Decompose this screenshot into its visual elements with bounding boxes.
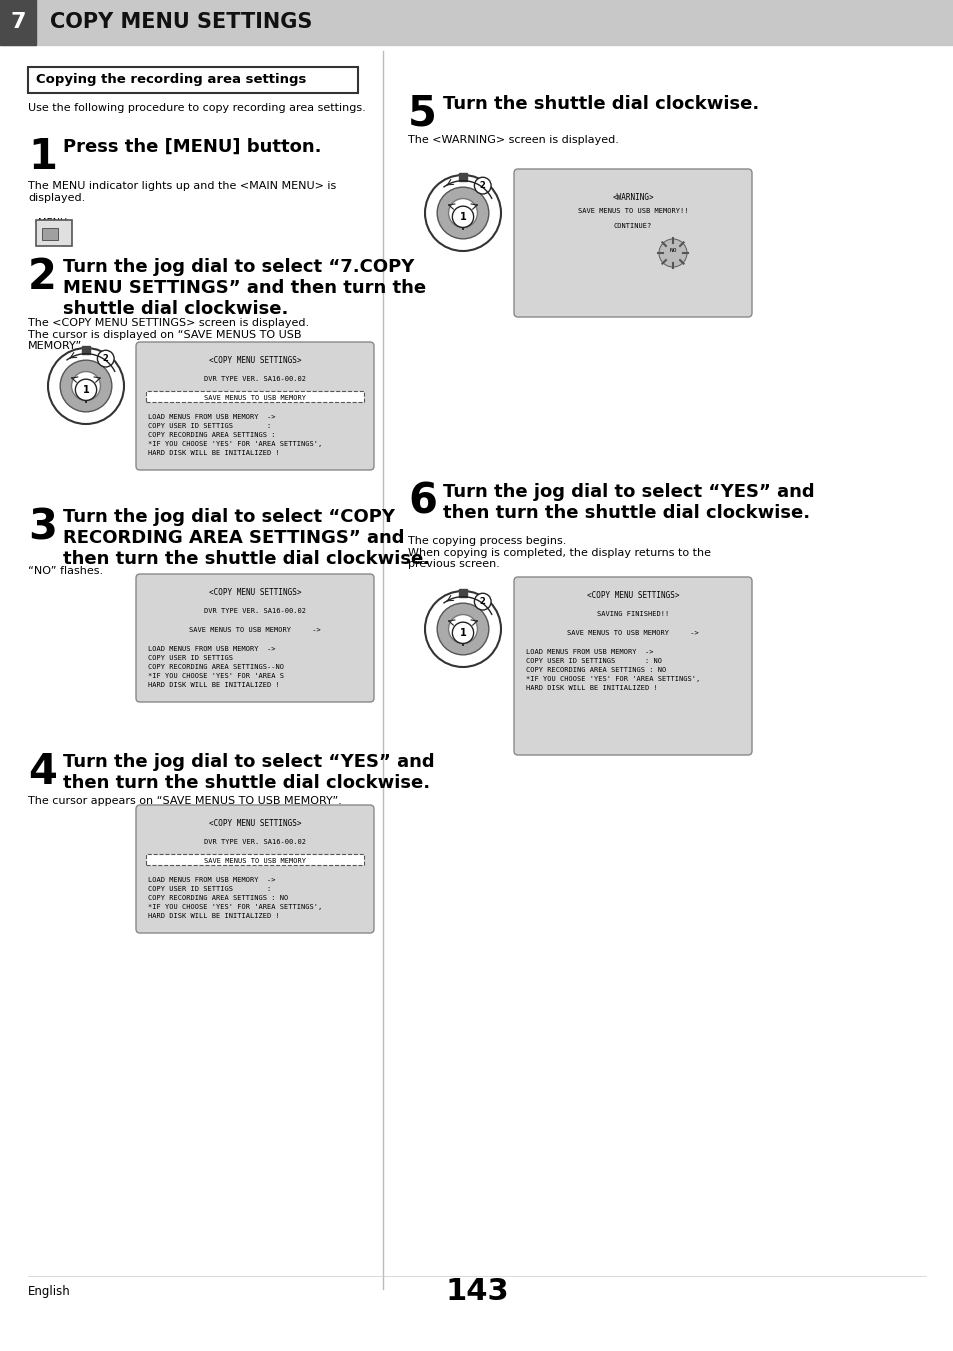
Text: Press the [MENU] button.: Press the [MENU] button.: [63, 138, 321, 155]
Circle shape: [452, 623, 473, 643]
Circle shape: [48, 349, 124, 424]
Text: 2: 2: [28, 255, 57, 299]
Bar: [146, 854, 364, 865]
Text: <WARNING>: <WARNING>: [612, 193, 653, 203]
Text: Turn the jog dial to select “YES” and
then turn the shuttle dial clockwise.: Turn the jog dial to select “YES” and th…: [442, 484, 814, 521]
Circle shape: [75, 380, 96, 400]
Text: 2: 2: [479, 181, 485, 190]
Text: Turn the jog dial to select “7.COPY
MENU SETTINGS” and then turn the
shuttle dia: Turn the jog dial to select “7.COPY MENU…: [63, 258, 426, 317]
Text: COPY MENU SETTINGS: COPY MENU SETTINGS: [50, 12, 312, 32]
Text: LOAD MENUS FROM USB MEMORY  ->: LOAD MENUS FROM USB MEMORY ->: [148, 877, 275, 884]
Text: SAVING FINISHED!!: SAVING FINISHED!!: [597, 611, 668, 617]
Text: LOAD MENUS FROM USB MEMORY  ->: LOAD MENUS FROM USB MEMORY ->: [148, 413, 275, 420]
Text: HARD DISK WILL BE INITIALIZED !: HARD DISK WILL BE INITIALIZED !: [148, 913, 279, 919]
Circle shape: [474, 593, 491, 611]
Text: HARD DISK WILL BE INITIALIZED !: HARD DISK WILL BE INITIALIZED !: [525, 685, 657, 690]
Text: COPY RECORDING AREA SETTINGS--NO: COPY RECORDING AREA SETTINGS--NO: [148, 663, 284, 670]
Text: HARD DISK WILL BE INITIALIZED !: HARD DISK WILL BE INITIALIZED !: [148, 450, 279, 457]
Circle shape: [659, 239, 686, 267]
Text: 1: 1: [28, 136, 57, 178]
Circle shape: [448, 199, 476, 227]
Text: 6: 6: [408, 481, 436, 523]
Text: *IF YOU CHOOSE 'YES' FOR 'AREA SETTINGS',: *IF YOU CHOOSE 'YES' FOR 'AREA SETTINGS'…: [148, 440, 322, 447]
Text: SAVE MENUS TO USB MEMORY     ->: SAVE MENUS TO USB MEMORY ->: [189, 627, 320, 634]
Text: “NO” flashes.: “NO” flashes.: [28, 566, 103, 576]
Text: <COPY MENU SETTINGS>: <COPY MENU SETTINGS>: [209, 819, 301, 828]
Bar: [82, 346, 90, 354]
Circle shape: [97, 350, 114, 367]
Text: The MENU indicator lights up and the <MAIN MENU> is
displayed.: The MENU indicator lights up and the <MA…: [28, 181, 335, 203]
Circle shape: [448, 615, 476, 643]
Text: 1: 1: [459, 212, 466, 222]
Text: Turn the jog dial to select “COPY
RECORDING AREA SETTINGS” and
then turn the shu: Turn the jog dial to select “COPY RECORD…: [63, 508, 430, 567]
Text: LOAD MENUS FROM USB MEMORY  ->: LOAD MENUS FROM USB MEMORY ->: [525, 648, 653, 655]
Text: NO: NO: [669, 249, 676, 254]
Text: MENU: MENU: [38, 218, 67, 228]
Text: *IF YOU CHOOSE 'YES' FOR 'AREA SETTINGS',: *IF YOU CHOOSE 'YES' FOR 'AREA SETTINGS'…: [525, 676, 700, 682]
Circle shape: [474, 177, 491, 195]
Text: Turn the jog dial to select “YES” and
then turn the shuttle dial clockwise.: Turn the jog dial to select “YES” and th…: [63, 753, 435, 792]
Bar: [146, 390, 364, 403]
Text: 2: 2: [103, 354, 109, 363]
Text: DVR TYPE VER. SA16-00.02: DVR TYPE VER. SA16-00.02: [204, 839, 306, 844]
Text: The <WARNING> screen is displayed.: The <WARNING> screen is displayed.: [408, 135, 618, 145]
Text: SAVE MENUS TO USB MEMORY: SAVE MENUS TO USB MEMORY: [204, 394, 306, 401]
Text: 7: 7: [10, 12, 26, 32]
FancyBboxPatch shape: [136, 574, 374, 703]
Text: COPY RECORDING AREA SETTINGS : NO: COPY RECORDING AREA SETTINGS : NO: [148, 894, 288, 901]
Text: LOAD MENUS FROM USB MEMORY  ->: LOAD MENUS FROM USB MEMORY ->: [148, 646, 275, 653]
Text: DVR TYPE VER. SA16-00.02: DVR TYPE VER. SA16-00.02: [204, 608, 306, 613]
FancyBboxPatch shape: [514, 577, 751, 755]
Circle shape: [452, 207, 473, 227]
Text: 143: 143: [445, 1277, 508, 1305]
Text: Use the following procedure to copy recording area settings.: Use the following procedure to copy reco…: [28, 103, 365, 113]
Text: 5: 5: [408, 93, 436, 135]
Text: SAVE MENUS TO USB MEMORY!!: SAVE MENUS TO USB MEMORY!!: [578, 208, 687, 213]
Text: DVR TYPE VER. SA16-00.02: DVR TYPE VER. SA16-00.02: [204, 376, 306, 382]
Bar: [0, 0, 953, 45]
Text: COPY USER ID SETTIGS        :: COPY USER ID SETTIGS :: [148, 423, 271, 430]
Text: 1: 1: [83, 385, 90, 394]
Text: SAVE MENUS TO USB MEMORY: SAVE MENUS TO USB MEMORY: [204, 858, 306, 865]
Text: COPY RECORDING AREA SETTINGS :: COPY RECORDING AREA SETTINGS :: [148, 432, 275, 438]
Bar: [28, 68, 357, 93]
Text: <COPY MENU SETTINGS>: <COPY MENU SETTINGS>: [586, 590, 679, 600]
Text: Copying the recording area settings: Copying the recording area settings: [36, 73, 306, 86]
Text: COPY RECORDING AREA SETTINGS : NO: COPY RECORDING AREA SETTINGS : NO: [525, 667, 665, 673]
Text: The <COPY MENU SETTINGS> screen is displayed.
The cursor is displayed on “SAVE M: The <COPY MENU SETTINGS> screen is displ…: [28, 317, 309, 351]
Text: <COPY MENU SETTINGS>: <COPY MENU SETTINGS>: [209, 588, 301, 597]
Circle shape: [424, 590, 500, 667]
Bar: [36, 220, 71, 246]
Text: <COPY MENU SETTINGS>: <COPY MENU SETTINGS>: [209, 357, 301, 365]
Text: The cursor appears on “SAVE MENUS TO USB MEMORY”.: The cursor appears on “SAVE MENUS TO USB…: [28, 796, 341, 807]
Circle shape: [60, 361, 112, 412]
Text: CONTINUE?: CONTINUE?: [613, 223, 652, 230]
Circle shape: [424, 176, 500, 251]
Bar: [42, 228, 58, 240]
Text: 3: 3: [28, 507, 57, 549]
Text: 1: 1: [459, 628, 466, 638]
Circle shape: [71, 372, 100, 400]
Text: English: English: [28, 1285, 71, 1297]
Text: HARD DISK WILL BE INITIALIZED !: HARD DISK WILL BE INITIALIZED !: [148, 682, 279, 688]
Text: *IF YOU CHOOSE 'YES' FOR 'AREA S: *IF YOU CHOOSE 'YES' FOR 'AREA S: [148, 673, 284, 680]
FancyBboxPatch shape: [136, 805, 374, 934]
Bar: [458, 173, 467, 181]
Text: The copying process begins.
When copying is completed, the display returns to th: The copying process begins. When copying…: [408, 536, 710, 569]
Text: *IF YOU CHOOSE 'YES' FOR 'AREA SETTINGS',: *IF YOU CHOOSE 'YES' FOR 'AREA SETTINGS'…: [148, 904, 322, 911]
Text: 4: 4: [28, 751, 57, 793]
Circle shape: [436, 603, 488, 655]
Text: COPY USER ID SETTIGS: COPY USER ID SETTIGS: [148, 655, 233, 661]
Text: Turn the shuttle dial clockwise.: Turn the shuttle dial clockwise.: [442, 95, 759, 113]
FancyBboxPatch shape: [514, 169, 751, 317]
Bar: [458, 589, 467, 597]
Bar: [0, 0, 36, 45]
Text: SAVE MENUS TO USB MEMORY     ->: SAVE MENUS TO USB MEMORY ->: [566, 630, 699, 636]
FancyBboxPatch shape: [136, 342, 374, 470]
Circle shape: [436, 188, 488, 239]
Text: COPY USER ID SETTINGS       : NO: COPY USER ID SETTINGS : NO: [525, 658, 661, 663]
Text: COPY USER ID SETTIGS        :: COPY USER ID SETTIGS :: [148, 886, 271, 892]
Text: 2: 2: [479, 597, 485, 607]
